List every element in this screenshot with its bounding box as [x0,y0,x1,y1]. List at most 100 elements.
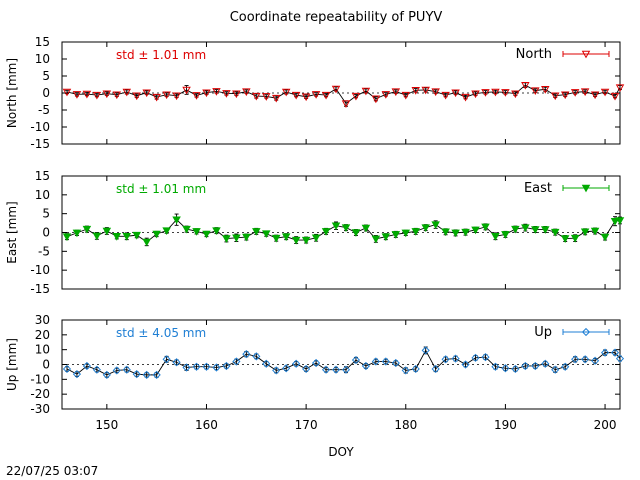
data-point [411,364,420,374]
data-point [461,93,470,102]
data-point [202,362,211,371]
y-tick-label: -15 [30,137,50,151]
data-point [222,90,231,98]
data-point [471,90,480,99]
data-point [112,366,121,375]
data-point [391,88,401,97]
x-tick-label: 170 [295,418,318,432]
data-point [172,216,181,225]
data-point [351,229,361,237]
legend-label: East [524,181,552,196]
data-point [610,348,620,357]
data-point [122,365,131,374]
data-point [521,224,530,233]
data-point [431,221,440,230]
data-point [112,233,122,241]
data-point [341,100,351,108]
data-point [521,81,530,90]
data-point [302,364,311,374]
data-point [441,91,450,100]
y-tick-label: -20 [30,387,50,401]
data-point [92,232,102,241]
data-point [461,228,470,237]
data-point [570,234,580,243]
data-point [182,86,191,95]
data-point [600,88,610,97]
y-axis-label: Up [mm] [5,338,19,391]
data-point [112,91,122,100]
y-tick-label: 10 [35,52,50,66]
data-point [371,235,381,244]
data-point [481,352,490,362]
data-point [132,92,141,101]
data-point [102,90,112,99]
std-label: std ± 1.01 mm [116,48,206,62]
data-point [401,91,411,100]
panels: 15 10 5 0 -5 -10 -15 North [mm] std ± 1.01 mm Nor… [5,35,625,459]
y-tick-label: 0 [42,358,50,372]
legend-marker [581,184,591,193]
y-tick-label: 0 [42,86,50,100]
data-point [192,228,201,236]
data-point [361,361,371,371]
data-point [431,364,440,374]
data-point [381,233,391,242]
data-point [331,222,341,231]
y-tick-label: 30 [35,313,50,327]
data-point [82,90,92,99]
data-point [321,91,331,100]
data-point [122,233,132,241]
data-point [62,88,72,97]
data-point [142,89,151,98]
data-point [560,235,570,243]
data-point [172,358,181,367]
data-point [142,370,151,379]
data-point [331,365,341,374]
data-point [531,226,540,234]
y-tick-label: -10 [30,120,50,134]
data-point [411,228,420,236]
x-tick-label: 150 [95,418,118,432]
data-point [212,227,221,236]
y-tick-label: -15 [30,282,50,296]
data-point [142,238,151,247]
data-point [571,355,580,364]
data-point [590,227,600,236]
y-tick-label: 20 [35,328,50,342]
data-point [152,93,161,102]
data-point [560,91,570,100]
data-point [501,364,510,373]
data-point [311,91,321,99]
data-point [301,93,311,102]
x-axis-label: DOY [328,445,354,459]
data-point [92,91,102,100]
data-point [321,228,331,236]
data-point [282,364,291,373]
data-point [341,224,351,233]
data-point [202,89,211,98]
data-point [291,91,301,100]
data-point [162,227,171,236]
data-point [521,361,530,371]
panel-north: 15 10 5 0 -5 -10 -15 North [mm] std ± 1.01 mm Nor… [5,35,625,151]
data-point [152,370,161,379]
legend-label: North [516,47,552,62]
data-point [361,87,371,96]
data-point [401,229,411,238]
data-point [222,361,231,371]
data-point [461,360,470,369]
data-point [262,93,271,101]
data-point [551,365,560,374]
data-point [580,88,590,97]
data-point [481,223,490,232]
data-point [610,217,620,226]
data-point [311,358,321,368]
data-point [501,89,510,97]
y-tick-label: 10 [35,188,50,202]
data-point [451,89,460,98]
data-point [271,234,281,243]
data-point [411,87,420,95]
data-point [401,366,410,375]
data-point [600,233,610,242]
